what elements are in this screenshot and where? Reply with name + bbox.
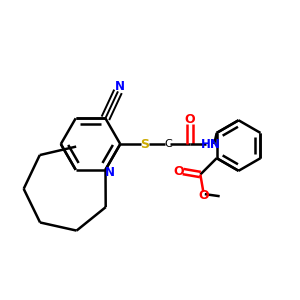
Text: C: C (164, 139, 172, 149)
Text: O: O (198, 189, 208, 203)
Text: HN: HN (200, 138, 220, 151)
Text: N: N (105, 166, 115, 179)
Text: O: O (185, 113, 195, 126)
Text: S: S (140, 138, 149, 151)
Text: N: N (115, 80, 124, 93)
Text: O: O (174, 165, 184, 178)
